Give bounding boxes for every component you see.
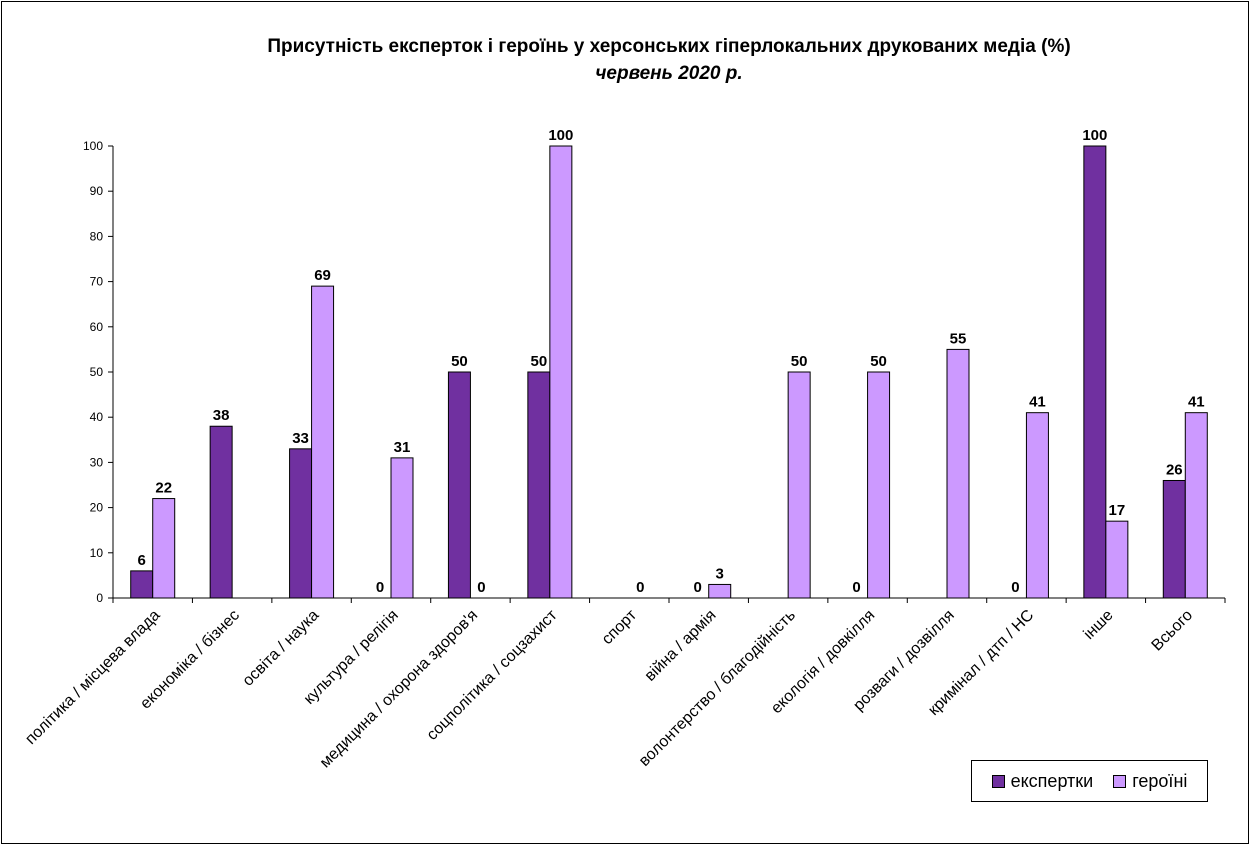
data-label-heroines: 69 <box>314 267 331 284</box>
bar-heroines <box>1105 520 1129 599</box>
bar-experts <box>130 570 154 599</box>
y-tick-label: 80 <box>90 229 104 243</box>
data-label-heroines: 17 <box>1109 502 1126 519</box>
data-label-experts: 100 <box>1082 127 1107 144</box>
chart-title: Присутність експерток і героїнь у херсон… <box>267 36 1071 57</box>
data-label-heroines: 41 <box>1188 394 1205 411</box>
data-label-experts: 0 <box>694 579 702 596</box>
x-category-label: війна / армія <box>642 607 720 685</box>
data-label-heroines: 50 <box>791 353 808 370</box>
data-label-experts: 6 <box>138 552 146 569</box>
data-label-heroines: 50 <box>870 353 887 370</box>
data-label-heroines: 0 <box>477 579 485 596</box>
y-tick-label: 50 <box>90 365 104 379</box>
bar-heroines <box>946 348 970 599</box>
y-tick-label: 10 <box>90 546 104 560</box>
y-tick-label: 40 <box>90 410 104 424</box>
legend-swatch-heroines <box>1113 774 1127 788</box>
x-category-label: політика / місцева влада <box>22 607 163 748</box>
bar-heroines <box>867 371 891 599</box>
data-label-experts: 0 <box>852 579 860 596</box>
x-category-label: освіта / наука <box>240 607 323 690</box>
bar-heroines <box>152 498 176 599</box>
x-category-label: медицина / охорона здоров'я <box>317 607 482 772</box>
bar-experts <box>289 448 313 599</box>
data-label-heroines: 3 <box>716 565 724 582</box>
legend-label-heroines: героїні <box>1132 770 1188 791</box>
y-tick-label: 60 <box>90 320 104 334</box>
bar-experts <box>447 371 471 599</box>
legend-label-experts: експертки <box>1010 770 1094 791</box>
bar-heroines <box>1025 412 1049 599</box>
data-label-experts: 38 <box>213 407 230 424</box>
y-tick-label: 20 <box>90 501 104 515</box>
data-label-experts: 0 <box>1011 579 1019 596</box>
data-label-heroines: 100 <box>548 127 573 144</box>
data-label-experts: 50 <box>531 353 548 370</box>
bar-heroines <box>549 145 573 599</box>
bar-heroines <box>311 285 335 599</box>
data-label-heroines: 55 <box>950 330 967 347</box>
data-label-heroines: 31 <box>394 439 411 456</box>
y-tick-label: 100 <box>83 139 103 153</box>
data-label-heroines: 41 <box>1029 394 1046 411</box>
y-tick-label: 0 <box>96 591 103 605</box>
bar-heroines <box>390 457 414 599</box>
bar-heroines <box>708 583 732 599</box>
x-category-label: соцполітика / соцзахист <box>424 606 561 743</box>
x-category-label: Всього <box>1149 607 1197 655</box>
x-category-label: спорт <box>599 606 641 648</box>
legend-item-heroines: героїні <box>1113 771 1187 792</box>
x-category-label: інше <box>1081 607 1117 643</box>
bar-heroines <box>787 371 811 599</box>
data-label-experts: 33 <box>292 430 309 447</box>
bar-heroines <box>1184 412 1208 599</box>
data-label-heroines: 22 <box>155 480 172 497</box>
bar-experts <box>1162 479 1186 599</box>
legend-item-experts: експертки <box>991 770 1094 792</box>
data-label-experts: 50 <box>451 353 468 370</box>
chart-subtitle: червень 2020 р. <box>595 63 743 84</box>
y-tick-label: 90 <box>90 184 104 198</box>
bar-experts <box>209 425 233 599</box>
data-label-experts: 26 <box>1166 461 1183 478</box>
bar-experts <box>527 371 551 599</box>
y-tick-label: 70 <box>90 275 104 289</box>
legend: експертки героїні <box>971 760 1208 802</box>
y-tick-label: 30 <box>90 455 104 469</box>
data-label-heroines: 0 <box>636 579 644 596</box>
x-category-label: волонтерство / благодійність <box>636 607 799 770</box>
legend-swatch-experts <box>991 774 1005 788</box>
data-label-experts: 0 <box>376 579 384 596</box>
bar-experts <box>1083 145 1107 599</box>
